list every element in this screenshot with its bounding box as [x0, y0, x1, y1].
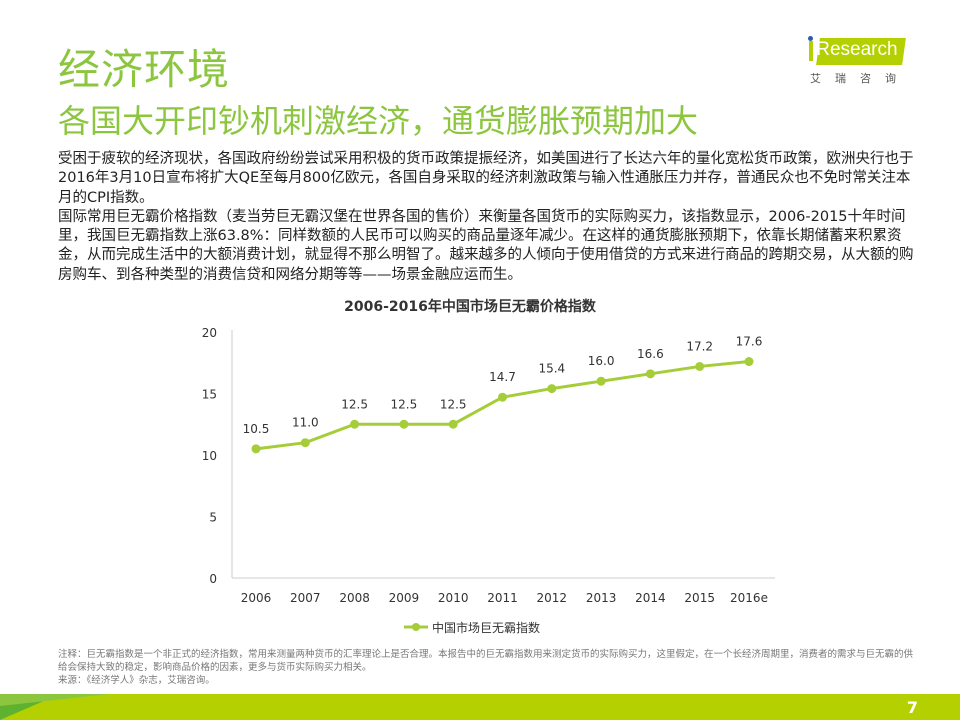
data-point: [695, 361, 705, 371]
data-point: [498, 392, 507, 402]
paragraph: 国际常用巨无霸价格指数（麦当劳巨无霸汉堡在世界各国的售价）来衡量各国货币的实际购…: [58, 208, 914, 283]
body-text: 受困于疲软的经济现状，各国政府纷纷尝试采用积极的货币政策提振经济，如美国进行了长…: [58, 150, 918, 285]
data-point: [399, 419, 409, 429]
data-point: [645, 369, 655, 379]
y-tick-label: 0: [209, 572, 217, 586]
data-label: 12.5: [341, 397, 368, 411]
data-point: [596, 376, 606, 386]
x-tick-label: 2009: [389, 591, 420, 605]
x-tick-label: 2012: [537, 591, 568, 605]
data-point: [300, 438, 310, 448]
data-label: 12.5: [440, 397, 467, 411]
footnote: 注释：巨无霸指数是一个非正式的经济指数，常用来测量两种货币的汇率理论上是否合理。…: [58, 648, 918, 687]
data-point: [744, 357, 754, 367]
page-title: 经济环境: [58, 45, 231, 94]
data-label: 12.5: [391, 397, 418, 411]
legend-marker: [412, 623, 420, 631]
data-label: 15.4: [538, 362, 565, 376]
legend-label: 中国市场巨无霸指数: [432, 620, 540, 635]
x-tick-label: 2006: [241, 591, 272, 605]
x-tick-label: 2011: [487, 591, 518, 605]
data-label: 17.6: [736, 335, 763, 349]
x-tick-label: 2016e: [730, 591, 768, 605]
note-text: 注释：巨无霸指数是一个非正式的经济指数，常用来测量两种货币的汇率理论上是否合理。…: [58, 649, 914, 673]
data-point: [350, 419, 360, 429]
data-label: 17.2: [686, 339, 713, 353]
x-tick-label: 2013: [586, 591, 617, 605]
chart-title: 2006-2016年中国市场巨无霸价格指数: [344, 298, 597, 315]
data-point: [448, 419, 458, 429]
iresearch-logo: iResearch 艾瑞咨询: [808, 36, 908, 96]
logo-cn: 艾瑞咨询: [810, 72, 910, 85]
data-label: 16.6: [637, 347, 664, 361]
paragraph: 受困于疲软的经济现状，各国政府纷纷尝试采用积极的货币政策提振经济，如美国进行了长…: [58, 151, 914, 206]
page-subtitle: 各国大开印钞机刺激经济，通货膨胀预期加大: [58, 102, 699, 140]
page-number: 7: [906, 698, 918, 717]
data-point: [251, 444, 261, 454]
x-tick-label: 2008: [339, 591, 370, 605]
x-tick-label: 2010: [438, 591, 469, 605]
logo-name: iResearch: [812, 39, 898, 60]
y-tick-label: 15: [202, 388, 217, 402]
y-tick-label: 10: [202, 449, 217, 463]
footer-bar: 7: [0, 694, 960, 720]
y-tick-label: 5: [209, 511, 217, 525]
y-tick-label: 20: [202, 326, 217, 340]
x-tick-label: 2007: [290, 591, 321, 605]
data-label: 16.0: [588, 354, 615, 368]
x-tick-label: 2014: [635, 591, 666, 605]
data-label: 10.5: [243, 422, 270, 436]
data-label: 14.7: [489, 370, 516, 384]
x-tick-label: 2015: [684, 591, 715, 605]
data-label: 11.0: [292, 416, 319, 430]
data-point: [547, 384, 557, 394]
source-text: 来源：《经济学人》杂志，艾瑞咨询。: [58, 675, 215, 686]
